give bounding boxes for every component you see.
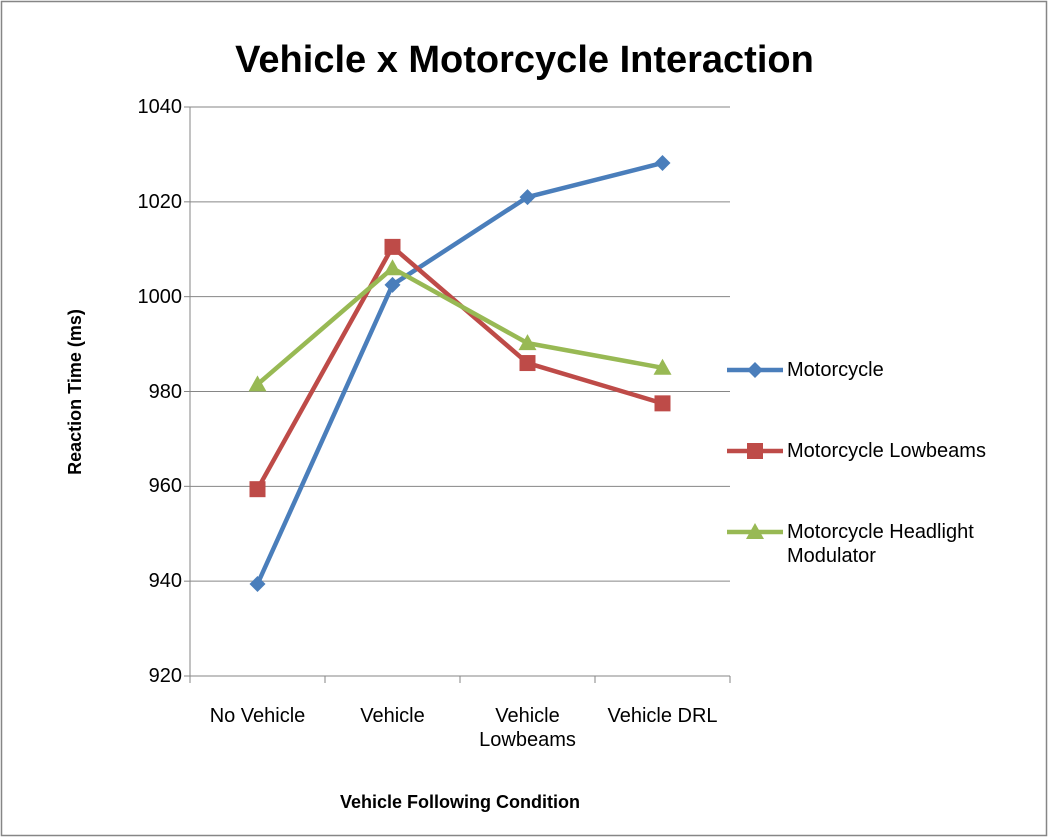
y-axis-title: Reaction Time (ms) bbox=[65, 309, 85, 475]
x-axis-title: Vehicle Following Condition bbox=[340, 792, 580, 812]
x-tick-label: Vehicle DRL bbox=[607, 705, 718, 727]
marker bbox=[746, 523, 764, 539]
legend-label: Motorcycle Lowbeams bbox=[787, 440, 986, 462]
x-tick-label: Vehicle Lowbeams bbox=[479, 705, 576, 751]
x-tick-label: Vehicle bbox=[360, 705, 425, 727]
marker bbox=[654, 395, 671, 412]
series-line bbox=[256, 265, 663, 387]
marker bbox=[249, 481, 266, 498]
series-line bbox=[255, 160, 664, 585]
marker bbox=[384, 238, 401, 255]
y-tick-label: 1020 bbox=[137, 190, 183, 213]
marker bbox=[653, 358, 672, 375]
marker bbox=[518, 334, 537, 351]
marker bbox=[747, 362, 763, 378]
legend-label: Motorcycle bbox=[787, 359, 884, 381]
y-tick-label: 1000 bbox=[137, 285, 183, 308]
marker bbox=[249, 576, 266, 593]
marker bbox=[654, 154, 671, 171]
marker bbox=[248, 375, 267, 392]
marker bbox=[383, 259, 402, 276]
chart-title: Vehicle x Motorcycle Interaction bbox=[235, 39, 814, 81]
marker bbox=[519, 355, 536, 372]
x-tick-label: No Vehicle bbox=[209, 705, 306, 727]
y-tick-label: 960 bbox=[148, 475, 182, 498]
y-tick-label: 940 bbox=[148, 570, 182, 593]
y-tick-label: 1040 bbox=[137, 96, 183, 118]
marker bbox=[519, 189, 536, 206]
marker bbox=[384, 276, 401, 293]
y-tick-label: 980 bbox=[148, 380, 182, 403]
y-tick-label: 920 bbox=[148, 665, 182, 687]
marker bbox=[747, 443, 763, 459]
legend-label: Motorcycle Headlight Modulator bbox=[787, 521, 974, 567]
